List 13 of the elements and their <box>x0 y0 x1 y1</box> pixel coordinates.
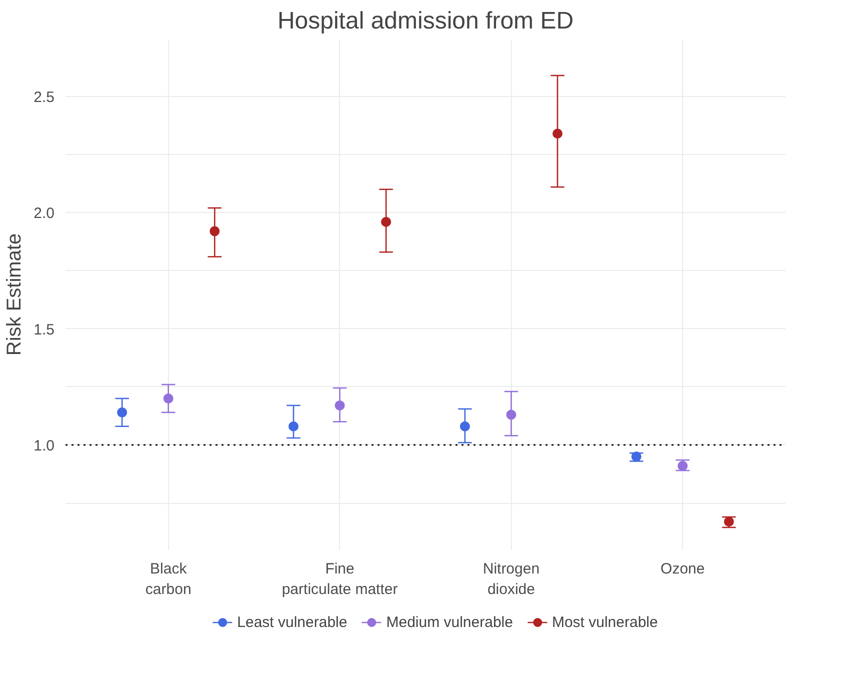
y-tick-label: 1.5 <box>34 321 55 338</box>
x-tick-label: Fine particulate matter <box>282 560 398 598</box>
x-tick-label: Ozone <box>660 560 705 578</box>
legend-label: Most vulnerable <box>552 614 658 630</box>
y-tick-label: 1.0 <box>34 437 55 454</box>
y-tick-label: 2.0 <box>34 205 55 222</box>
legend-label: Medium vulnerable <box>386 614 513 630</box>
y-tick-label: 2.5 <box>34 88 55 106</box>
legend-label: Least vulnerable <box>237 614 348 630</box>
y-axis-title: Risk Estimate <box>4 233 26 356</box>
x-tick-label: Black carbon <box>145 560 192 598</box>
chart-title: Hospital admission from ED <box>277 8 574 34</box>
x-tick-label: Nitrogen dioxide <box>482 560 540 598</box>
